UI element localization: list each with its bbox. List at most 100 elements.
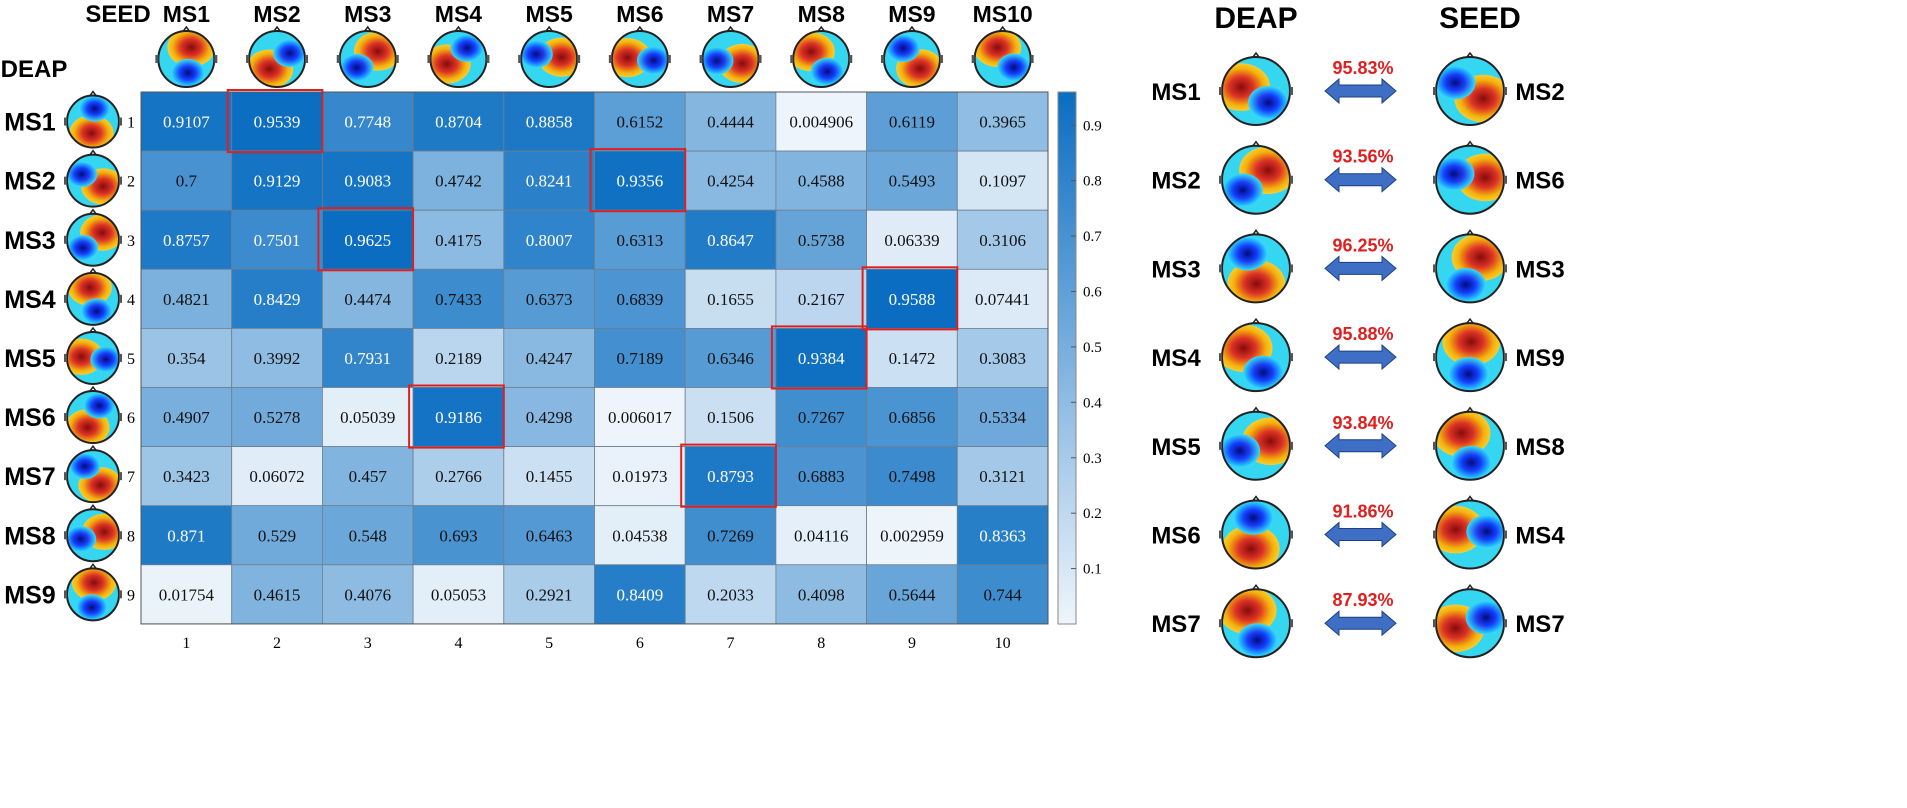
cell-value-label: 0.4444 (707, 113, 754, 132)
cell-value-label: 0.7498 (889, 467, 936, 486)
heatmap-cell (775, 387, 868, 447)
pair-row-6: MS6 91.86% MS4 (1151, 495, 1565, 570)
similarity-percent: 93.56% (1332, 147, 1393, 167)
cell-value-label: 0.5278 (254, 408, 301, 427)
cell-value-label: 0.4098 (798, 585, 845, 604)
heatmap-cell (956, 327, 1049, 388)
deap-ms-label: MS7 (1151, 611, 1200, 638)
x-tick-group: 1 2 3 4 5 6 7 8 9 10 (182, 635, 1010, 652)
cell-value-label: 0.548 (349, 526, 387, 545)
cell-value-label: 0.7501 (254, 231, 301, 250)
cell-value-label: 0.4247 (526, 349, 573, 368)
x-tick-label: 2 (273, 635, 281, 652)
colorbar-tick-label: 0.3 (1083, 451, 1102, 467)
heatmap-cell (321, 209, 414, 270)
heatmap-cell (231, 209, 323, 270)
row-label-2: MS2 (4, 168, 55, 196)
cell-value-label: 0.6463 (526, 526, 573, 545)
column-label-1: MS1 (163, 1, 211, 27)
heatmap-cell (956, 91, 1049, 152)
cell-value-label: 0.6313 (616, 231, 663, 250)
column-label-9: MS9 (888, 1, 935, 27)
cell-value-label: 0.4076 (344, 585, 391, 604)
heatmap-cell (412, 209, 505, 270)
cell-value-label: 0.002959 (880, 526, 944, 545)
heatmap-cell (412, 505, 505, 566)
heatmap-cell (140, 91, 233, 152)
cell-value-label: 0.9356 (616, 172, 663, 191)
heatmap-cell (684, 505, 777, 566)
deap-ms-label: MS3 (1151, 256, 1200, 283)
similarity-percent: 87.93% (1332, 590, 1393, 610)
row-label-1: MS1 (4, 109, 56, 137)
x-tick-label: 9 (908, 635, 916, 652)
heatmap-cell (321, 564, 414, 625)
cell-value-label: 0.3106 (979, 231, 1026, 250)
deap-topomap-icon (1219, 583, 1293, 659)
cell-value-label: 0.3083 (979, 349, 1026, 368)
row-label-5: MS5 (4, 345, 56, 373)
cell-value-label: 0.529 (258, 526, 296, 545)
row-label-3: MS3 (4, 227, 55, 255)
y-tick-label: 7 (127, 469, 135, 486)
cell-value-label: 0.5738 (798, 231, 845, 250)
double-arrow-icon (1324, 432, 1397, 459)
cell-value-label: 0.6119 (889, 113, 935, 132)
heatmap-cell (866, 505, 958, 566)
cell-value-label: 0.9083 (344, 172, 391, 191)
cell-value-label: 0.4821 (163, 290, 210, 309)
cell-value-label: 0.3965 (979, 113, 1026, 132)
cell-value-label: 0.8241 (526, 172, 573, 191)
row-label-9: MS9 (4, 581, 55, 609)
heatmap-cell (321, 387, 414, 447)
deap-topomap-icon (1219, 495, 1293, 570)
heatmap-cell (775, 209, 868, 270)
cell-value-label: 0.1655 (707, 290, 754, 309)
column-topomap-icon-1 (155, 25, 218, 88)
heatmap-cell (140, 387, 233, 447)
cell-value-label: 0.871 (167, 526, 205, 545)
cell-value-label: 0.8363 (979, 526, 1026, 545)
column-header-group: MS1 MS2 MS3 MS4 MS5 MS6 MS7 MS8 MS9 MS10 (155, 1, 1034, 88)
cell-value-label: 0.01973 (612, 467, 667, 486)
row-topomap-icon-7 (64, 444, 122, 504)
heatmap-cell (956, 268, 1049, 329)
cell-value-label: 0.9186 (435, 408, 482, 427)
heatmap-cell (956, 209, 1049, 270)
cell-value-label: 0.2033 (707, 585, 754, 604)
cell-value-label: 0.04538 (612, 526, 667, 545)
row-topomap-icon-1 (64, 90, 122, 149)
y-tick-group: 1 2 3 4 5 6 7 8 9 (127, 115, 135, 605)
double-arrow-icon (1324, 166, 1397, 193)
row-topomap-icon-4 (64, 267, 122, 326)
heatmap-cell (866, 91, 958, 152)
heatmap-cell (412, 268, 505, 329)
similarity-percent: 96.25% (1332, 235, 1393, 255)
seed-topomap-icon (1433, 51, 1507, 126)
matched-pairs: MS1 95.83% MS2 MS2 93.56% MS6 MS3 96.25% MS3 MS4 9… (1151, 51, 1565, 659)
row-label-8: MS8 (4, 522, 56, 550)
cell-value-label: 0.7267 (798, 408, 845, 427)
x-tick-label: 4 (454, 635, 462, 652)
seed-ms-label: MS9 (1515, 345, 1564, 372)
heatmap-cell (412, 150, 505, 211)
colorbar-tick-label: 0.8 (1083, 174, 1102, 190)
row-topomap-icon-5 (64, 326, 122, 385)
similarity-percent: 93.84% (1332, 413, 1393, 433)
column-topomap-icon-5 (518, 25, 581, 88)
highlight-box (317, 207, 415, 272)
seed-header: SEED (1439, 2, 1521, 35)
colorbar-tick-label: 0.7 (1083, 229, 1102, 245)
double-arrow-icon (1324, 77, 1397, 105)
cell-value-label: 0.01754 (159, 585, 215, 604)
cell-value-label: 0.7433 (435, 290, 482, 309)
highlight-box (589, 148, 687, 213)
heatmap-cell (503, 564, 595, 625)
x-tick-label: 6 (636, 635, 644, 652)
cell-value-label: 0.8858 (526, 113, 573, 132)
seed-ms-label: MS2 (1515, 79, 1564, 106)
heatmap-cell (684, 564, 777, 625)
heatmap-cell (866, 564, 958, 625)
cell-value-label: 0.693 (439, 526, 477, 545)
